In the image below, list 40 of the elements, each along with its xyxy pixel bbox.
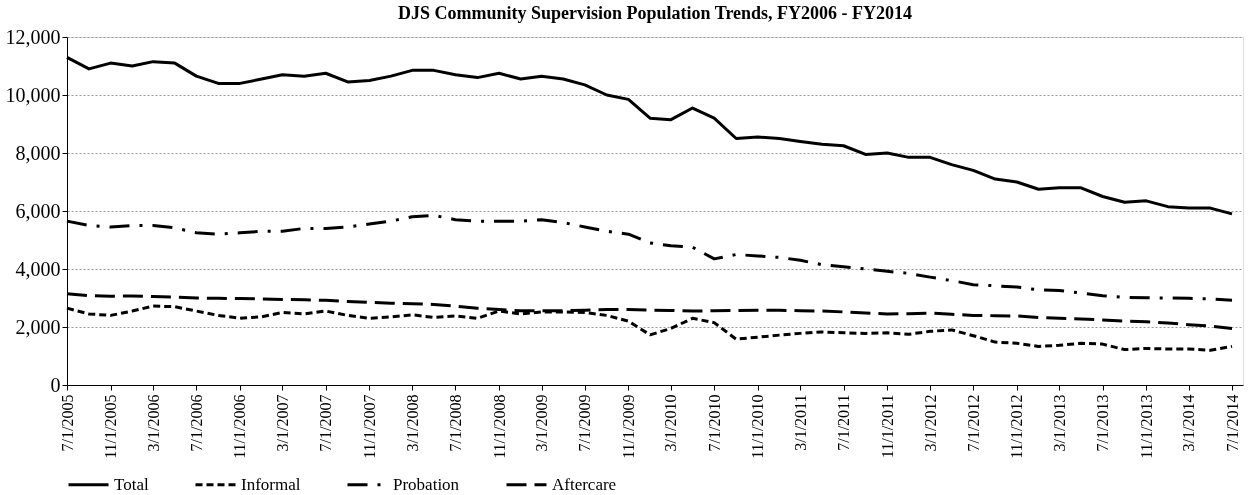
x-tick-label: 3/1/2007	[273, 394, 291, 452]
x-tick-label: 11/1/2008	[490, 394, 508, 459]
x-tick-label: 7/1/2012	[964, 394, 982, 452]
x-tick-label: 11/1/2010	[749, 394, 767, 459]
y-tick-label: 4,000	[15, 257, 61, 280]
x-tick-label: 3/1/2013	[1050, 394, 1068, 452]
chart-title: DJS Community Supervision Population Trends, FY2006 - FY2014	[397, 3, 913, 23]
x-tick-label: 7/1/2011	[835, 394, 853, 451]
legend-label: Informal	[241, 474, 301, 494]
legend-label: Total	[114, 474, 149, 494]
x-tick-label: 7/1/2013	[1094, 394, 1112, 452]
x-tick-label: 3/1/2011	[791, 394, 809, 451]
x-tick-label: 7/1/2008	[446, 394, 464, 452]
x-tick-label: 7/1/2006	[187, 394, 205, 452]
x-tick-label: 3/1/2010	[662, 394, 680, 452]
y-tick-label: 10,000	[5, 83, 61, 106]
x-tick-label: 3/1/2012	[921, 394, 939, 452]
x-tick-label: 3/1/2006	[144, 394, 162, 452]
y-tick-label: 6,000	[15, 199, 61, 222]
legend-label: Aftercare	[552, 474, 617, 494]
x-tick-label: 7/1/2014	[1223, 394, 1241, 452]
x-tick-label: 11/1/2013	[1137, 394, 1155, 459]
x-tick-label: 11/1/2005	[102, 394, 120, 459]
legend-label: Probation	[393, 474, 460, 494]
x-tick-label: 11/1/2011	[878, 394, 896, 459]
y-tick-label: 0	[50, 373, 61, 396]
x-tick-label: 3/1/2008	[403, 394, 421, 452]
x-tick-label: 11/1/2006	[231, 394, 249, 459]
y-tick-label: 8,000	[15, 141, 61, 164]
x-tick-label: 11/1/2007	[360, 394, 378, 459]
y-tick-label: 2,000	[15, 315, 61, 338]
x-tick-label: 3/1/2014	[1180, 394, 1198, 452]
x-tick-label: 7/1/2005	[58, 394, 76, 452]
x-tick-label: 11/1/2009	[619, 394, 637, 459]
x-tick-label: 3/1/2009	[533, 394, 551, 452]
x-tick-label: 7/1/2007	[317, 394, 335, 452]
x-tick-label: 7/1/2010	[705, 394, 723, 452]
x-tick-label: 7/1/2009	[576, 394, 594, 452]
x-tick-label: 11/1/2012	[1008, 394, 1026, 459]
y-tick-label: 12,000	[5, 25, 61, 48]
